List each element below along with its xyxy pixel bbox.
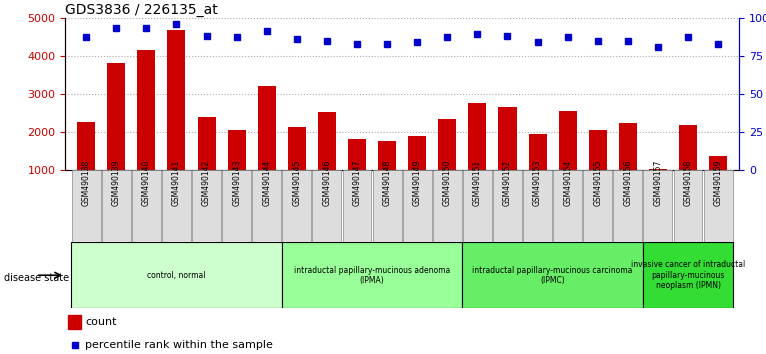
Bar <box>228 130 246 208</box>
FancyBboxPatch shape <box>72 170 100 242</box>
Text: GSM490152: GSM490152 <box>503 160 512 206</box>
Text: GSM490150: GSM490150 <box>443 160 452 206</box>
Bar <box>198 118 215 208</box>
FancyBboxPatch shape <box>132 170 161 242</box>
Text: GSM490149: GSM490149 <box>413 160 422 206</box>
FancyBboxPatch shape <box>282 242 463 308</box>
Bar <box>679 125 697 208</box>
Text: GSM490140: GSM490140 <box>142 160 151 206</box>
Text: GSM490156: GSM490156 <box>624 160 633 206</box>
Text: GSM490138: GSM490138 <box>82 160 90 206</box>
Bar <box>107 63 126 208</box>
Text: percentile rank within the sample: percentile rank within the sample <box>85 340 273 350</box>
FancyBboxPatch shape <box>433 170 462 242</box>
FancyBboxPatch shape <box>342 170 372 242</box>
Text: GSM490141: GSM490141 <box>172 160 181 206</box>
Text: disease state: disease state <box>4 273 69 283</box>
Text: GSM490151: GSM490151 <box>473 160 482 206</box>
Text: GSM490154: GSM490154 <box>563 160 572 206</box>
FancyBboxPatch shape <box>313 170 342 242</box>
Bar <box>137 50 155 208</box>
Bar <box>649 169 667 208</box>
FancyBboxPatch shape <box>192 170 221 242</box>
FancyBboxPatch shape <box>252 170 281 242</box>
FancyBboxPatch shape <box>673 170 702 242</box>
Bar <box>499 107 516 208</box>
FancyBboxPatch shape <box>523 170 552 242</box>
Bar <box>529 134 547 208</box>
Text: GSM490139: GSM490139 <box>112 160 121 206</box>
FancyBboxPatch shape <box>403 170 432 242</box>
Bar <box>68 315 80 329</box>
FancyBboxPatch shape <box>162 170 191 242</box>
Text: GSM490155: GSM490155 <box>593 160 602 206</box>
FancyBboxPatch shape <box>283 170 311 242</box>
Text: count: count <box>85 317 117 327</box>
FancyBboxPatch shape <box>704 170 732 242</box>
Text: GSM490147: GSM490147 <box>352 160 362 206</box>
Text: GSM490148: GSM490148 <box>382 160 391 206</box>
FancyBboxPatch shape <box>102 170 131 242</box>
Bar <box>378 141 396 208</box>
Text: control, normal: control, normal <box>147 271 206 280</box>
Bar <box>318 112 336 208</box>
Text: GDS3836 / 226135_at: GDS3836 / 226135_at <box>65 3 218 17</box>
Text: GSM490157: GSM490157 <box>653 160 663 206</box>
FancyBboxPatch shape <box>71 242 282 308</box>
Bar <box>468 103 486 208</box>
Bar <box>348 139 366 208</box>
FancyBboxPatch shape <box>463 242 643 308</box>
FancyBboxPatch shape <box>584 170 612 242</box>
Bar <box>558 110 577 208</box>
Text: GSM490143: GSM490143 <box>232 160 241 206</box>
FancyBboxPatch shape <box>643 242 733 308</box>
Bar <box>619 124 637 208</box>
Text: GSM490159: GSM490159 <box>714 160 722 206</box>
Bar <box>709 156 727 208</box>
FancyBboxPatch shape <box>614 170 642 242</box>
Text: invasive cancer of intraductal
papillary-mucinous
neoplasm (IPMN): invasive cancer of intraductal papillary… <box>631 260 745 290</box>
Text: intraductal papillary-mucinous adenoma
(IPMA): intraductal papillary-mucinous adenoma (… <box>294 266 450 285</box>
Bar <box>257 86 276 208</box>
FancyBboxPatch shape <box>643 170 673 242</box>
Text: GSM490145: GSM490145 <box>293 160 301 206</box>
Text: GSM490144: GSM490144 <box>262 160 271 206</box>
FancyBboxPatch shape <box>222 170 251 242</box>
Text: GSM490158: GSM490158 <box>683 160 692 206</box>
Bar <box>168 30 185 208</box>
Bar <box>438 119 457 208</box>
Bar <box>408 136 426 208</box>
Text: GSM490146: GSM490146 <box>322 160 332 206</box>
FancyBboxPatch shape <box>493 170 522 242</box>
FancyBboxPatch shape <box>372 170 401 242</box>
Text: GSM490142: GSM490142 <box>202 160 211 206</box>
Bar <box>288 127 306 208</box>
Bar <box>589 130 607 208</box>
Text: GSM490153: GSM490153 <box>533 160 542 206</box>
FancyBboxPatch shape <box>463 170 492 242</box>
Text: intraductal papillary-mucinous carcinoma
(IPMC): intraductal papillary-mucinous carcinoma… <box>473 266 633 285</box>
FancyBboxPatch shape <box>553 170 582 242</box>
Bar <box>77 122 95 208</box>
